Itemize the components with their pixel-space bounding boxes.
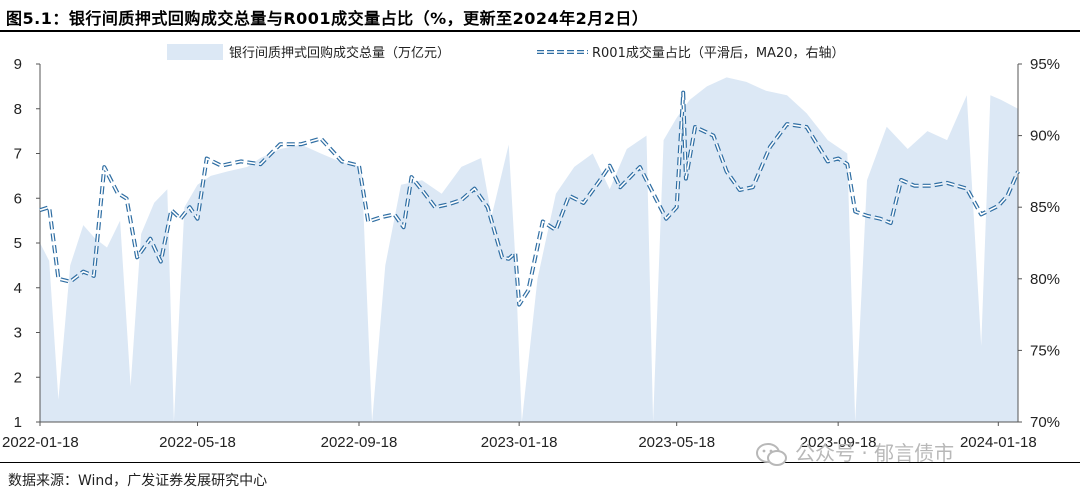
title-rule: [0, 30, 1080, 32]
x-tick-label: 2024-01-18: [960, 434, 1037, 451]
right-tick-label: 80%: [1030, 271, 1060, 288]
left-tick-label: 2: [14, 369, 22, 386]
right-tick-label: 75%: [1030, 342, 1060, 359]
left-tick-label: 6: [14, 190, 22, 207]
legend-area-swatch: [167, 44, 223, 60]
left-tick-label: 1: [14, 414, 22, 431]
right-tick-label: 90%: [1030, 128, 1060, 145]
right-tick-label: 70%: [1030, 414, 1060, 431]
right-tick-label: 95%: [1030, 56, 1060, 73]
volume-area-series: [40, 77, 1018, 423]
left-tick-label: 3: [14, 325, 22, 342]
source-note: 数据来源：Wind，广发证券发展研究中心: [8, 473, 268, 489]
x-tick-label: 2023-09-18: [800, 434, 877, 451]
chart-title: 图5.1：银行间质押式回购成交总量与R001成交量占比（%，更新至2024年2月…: [6, 9, 649, 28]
combo-chart: 1 2 3 4 5 6 7 8 9 70% 75% 80% 85% 90% 95% 2022-01-18 202…: [2, 44, 1060, 451]
wechat-icon: [756, 442, 787, 466]
right-tick-label: 85%: [1030, 199, 1060, 216]
legend-area-label: 银行间质押式回购成交总量（万亿元）: [229, 45, 450, 61]
r001-share-line-inner: [39, 91, 1019, 306]
footer-rule: [0, 462, 1080, 463]
title-bar: 图5.1：银行间质押式回购成交总量与R001成交量占比（%，更新至2024年2月…: [0, 0, 1080, 30]
watermark: 公众号 · 郁言债市: [755, 437, 954, 468]
watermark-text: 公众号 · 郁言债市: [795, 441, 955, 465]
x-tick-label: 2023-01-18: [481, 434, 558, 451]
x-tick-label: 2022-05-18: [159, 434, 236, 451]
left-tick-label: 8: [14, 101, 22, 118]
left-tick-label: 7: [14, 146, 22, 163]
left-tick-label: 9: [14, 56, 22, 73]
legend-line-label: R001成交量占比（平滑后，MA20，右轴）: [592, 45, 845, 61]
left-tick-label: 5: [14, 235, 22, 252]
x-tick-label: 2022-01-18: [2, 434, 79, 451]
x-tick-label: 2022-09-18: [321, 434, 398, 451]
left-tick-label: 4: [14, 280, 22, 297]
x-tick-label: 2023-05-18: [638, 434, 715, 451]
chart-area: 1 2 3 4 5 6 7 8 9 70% 75% 80% 85% 90% 95% 2022-01-18 202…: [0, 32, 1080, 460]
